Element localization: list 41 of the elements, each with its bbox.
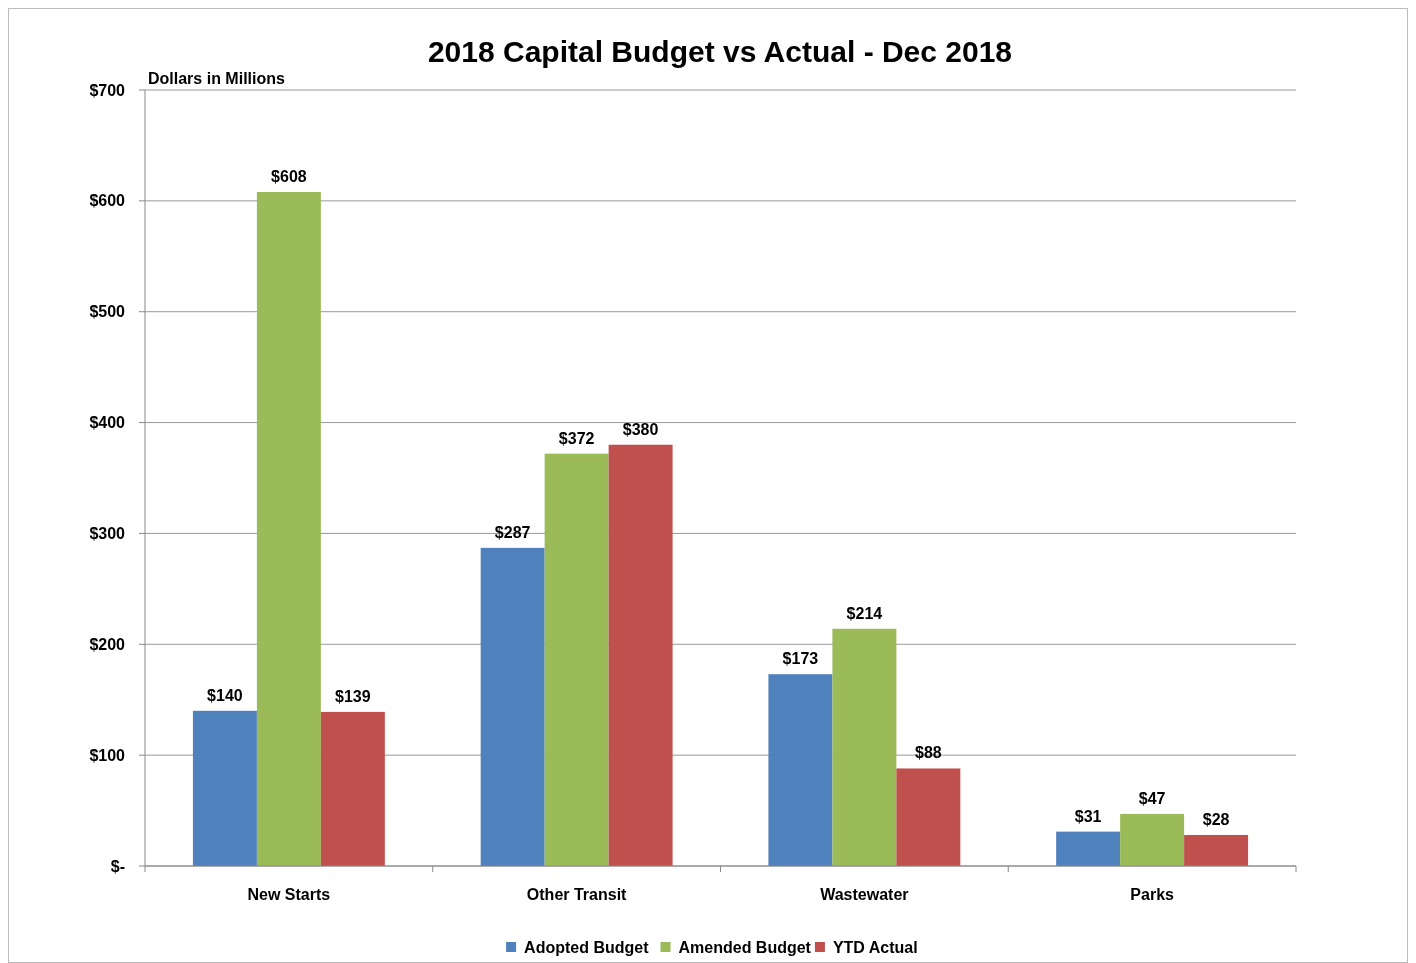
legend-label: YTD Actual (832, 939, 918, 956)
x-tick-label: New Starts (247, 886, 331, 903)
bar (544, 453, 609, 866)
x-tick-label: Parks (1130, 886, 1175, 903)
data-label: $173 (782, 650, 819, 668)
y-tick-label: $100 (89, 746, 126, 764)
y-tick-label: $200 (89, 635, 126, 653)
data-label: $140 (207, 686, 243, 704)
legend-label: Adopted Budget (524, 939, 650, 956)
bar (1184, 834, 1249, 866)
data-label: $88 (915, 744, 942, 762)
y-axis-title: Dollars in Millions (148, 70, 286, 87)
bar (896, 768, 961, 866)
bar (320, 711, 385, 866)
y-tick-label: $300 (89, 525, 126, 543)
data-label: $372 (558, 429, 595, 447)
bar (256, 191, 321, 866)
data-label: $287 (494, 523, 531, 541)
data-label: $214 (846, 604, 883, 622)
y-tick-label: $400 (89, 414, 126, 432)
bar (1120, 813, 1185, 866)
data-label: $380 (622, 420, 659, 438)
y-tick-label: $500 (89, 303, 126, 321)
bar (480, 547, 545, 866)
y-tick-label: $600 (89, 192, 126, 210)
data-label: $31 (1074, 807, 1102, 825)
bar (192, 710, 257, 866)
x-tick-label: Wastewater (820, 886, 909, 903)
bar (1056, 831, 1121, 866)
bar (608, 444, 673, 866)
data-label: $139 (335, 687, 371, 705)
y-tick-label: $- (110, 857, 125, 875)
data-label: $608 (271, 167, 307, 185)
legend-label: Amended Budget (678, 939, 812, 956)
data-label: $28 (1202, 810, 1230, 828)
chart-title: 2018 Capital Budget vs Actual - Dec 2018 (427, 35, 1013, 68)
bar (832, 628, 897, 866)
bar (768, 674, 833, 866)
data-label: $47 (1138, 789, 1166, 807)
y-tick-label: $700 (89, 81, 126, 99)
x-tick-label: Other Transit (526, 886, 628, 903)
